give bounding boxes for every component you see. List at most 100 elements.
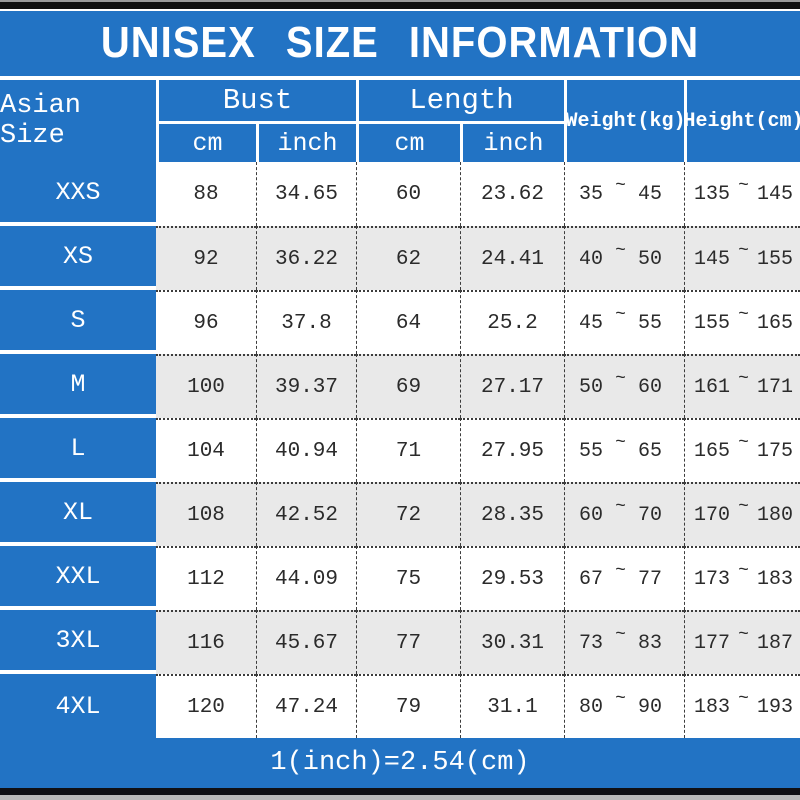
tilde-separator: ~	[738, 561, 749, 581]
size-cell: 3XL	[0, 610, 156, 674]
weight-range-cell: 73 ~83	[564, 610, 684, 674]
table-header: Asian Size Bust Length cm inch cm inch W…	[0, 80, 800, 162]
tilde-separator: ~	[738, 497, 749, 517]
length-cm-cell: 64	[356, 290, 460, 354]
height-min: 135	[694, 182, 731, 206]
tilde-separator: ~	[615, 625, 626, 645]
tilde-separator: ~	[738, 176, 749, 196]
weight-max: 77	[637, 567, 662, 591]
length-cm-cell: 77	[356, 610, 460, 674]
tilde-separator: ~	[615, 305, 626, 325]
bust-inch-cell: 36.22	[256, 226, 356, 290]
weight-max: 45	[637, 182, 662, 206]
height-min: 145	[694, 247, 731, 271]
title-divider	[0, 76, 800, 80]
bust-inch-cell: 34.65	[256, 162, 356, 226]
length-inch-cell: 27.95	[460, 418, 564, 482]
height-max: 145	[756, 182, 793, 206]
header-weight: Weight(kg)	[564, 80, 686, 162]
weight-max: 50	[637, 247, 662, 271]
height-range-cell: 145 ~155	[684, 226, 800, 290]
weight-min: 60	[579, 503, 604, 527]
weight-range-cell: 80 ~90	[564, 674, 684, 738]
weight-range-cell: 55 ~65	[564, 418, 684, 482]
bust-cm-cell: 88	[156, 162, 256, 226]
height-range-cell: 165 ~175	[684, 418, 800, 482]
weight-max: 90	[637, 695, 662, 719]
length-inch-cell: 29.53	[460, 546, 564, 610]
size-cell: M	[0, 354, 156, 418]
weight-min: 73	[579, 631, 604, 655]
header-asian-size: Asian Size	[0, 91, 82, 151]
weight-max: 60	[637, 375, 662, 399]
height-range-cell: 183 ~193	[684, 674, 800, 738]
weight-max: 55	[637, 311, 662, 335]
bust-cm-cell: 104	[156, 418, 256, 482]
height-min: 183	[694, 695, 731, 719]
height-min: 173	[694, 567, 731, 591]
weight-min: 55	[579, 439, 604, 463]
height-max: 165	[756, 311, 793, 335]
height-range-cell: 161 ~171	[684, 354, 800, 418]
height-max: 183	[756, 567, 793, 591]
length-cm-cell: 71	[356, 418, 460, 482]
frame-bottom-gray-strip	[0, 795, 800, 800]
length-inch-cell: 24.41	[460, 226, 564, 290]
tilde-separator: ~	[738, 369, 749, 389]
bust-inch-cell: 45.67	[256, 610, 356, 674]
height-max: 187	[756, 631, 793, 655]
tilde-separator: ~	[615, 497, 626, 517]
size-cell: XS	[0, 226, 156, 290]
tilde-separator: ~	[615, 433, 626, 453]
weight-range-cell: 45 ~55	[564, 290, 684, 354]
height-range-cell: 170 ~180	[684, 482, 800, 546]
tilde-separator: ~	[615, 241, 626, 261]
bust-cm-cell: 108	[156, 482, 256, 546]
height-max: 175	[756, 439, 793, 463]
weight-max: 83	[637, 631, 662, 655]
size-cell: XXL	[0, 546, 156, 610]
length-cm-cell: 62	[356, 226, 460, 290]
height-min: 165	[694, 439, 731, 463]
table-row: 3XL 116 45.67 77 30.31 73 ~83 177 ~187	[0, 610, 800, 674]
table-row: XXL 112 44.09 75 29.53 67 ~77 173 ~183	[0, 546, 800, 610]
table-row: XS 92 36.22 62 24.41 40 ~50 145 ~155	[0, 226, 800, 290]
page-title: UNISEX SIZE INFORMATION	[100, 19, 700, 67]
header-bust-inch: inch	[256, 124, 356, 162]
bust-cm-cell: 100	[156, 354, 256, 418]
tilde-separator: ~	[615, 689, 626, 709]
table-row: XXS 88 34.65 60 23.62 35 ~45 135 ~145	[0, 162, 800, 226]
height-max: 171	[756, 375, 793, 399]
header-length-inch: inch	[460, 124, 564, 162]
tilde-separator: ~	[615, 561, 626, 581]
header-length-group: Length	[356, 80, 564, 124]
bust-cm-cell: 120	[156, 674, 256, 738]
size-cell: 4XL	[0, 674, 156, 738]
tilde-separator: ~	[738, 625, 749, 645]
weight-min: 35	[579, 182, 604, 206]
bust-cm-cell: 92	[156, 226, 256, 290]
height-max: 180	[756, 503, 793, 527]
table-row: L 104 40.94 71 27.95 55 ~65 165 ~175	[0, 418, 800, 482]
weight-min: 80	[579, 695, 604, 719]
weight-range-cell: 50 ~60	[564, 354, 684, 418]
size-cell: XXS	[0, 162, 156, 226]
weight-max: 65	[637, 439, 662, 463]
height-min: 161	[694, 375, 731, 399]
frame-top-white-line	[0, 9, 800, 11]
length-inch-cell: 31.1	[460, 674, 564, 738]
length-inch-cell: 25.2	[460, 290, 564, 354]
bust-inch-cell: 40.94	[256, 418, 356, 482]
height-range-cell: 155 ~165	[684, 290, 800, 354]
bust-cm-cell: 112	[156, 546, 256, 610]
weight-min: 50	[579, 375, 604, 399]
height-max: 193	[756, 695, 793, 719]
length-cm-cell: 79	[356, 674, 460, 738]
weight-range-cell: 67 ~77	[564, 546, 684, 610]
height-min: 170	[694, 503, 731, 527]
footer-band: 1(inch)=2.54(cm)	[0, 738, 800, 788]
height-range-cell: 135 ~145	[684, 162, 800, 226]
header-bust-cm: cm	[156, 124, 256, 162]
length-inch-cell: 28.35	[460, 482, 564, 546]
frame-top-black-bar	[0, 2, 800, 9]
